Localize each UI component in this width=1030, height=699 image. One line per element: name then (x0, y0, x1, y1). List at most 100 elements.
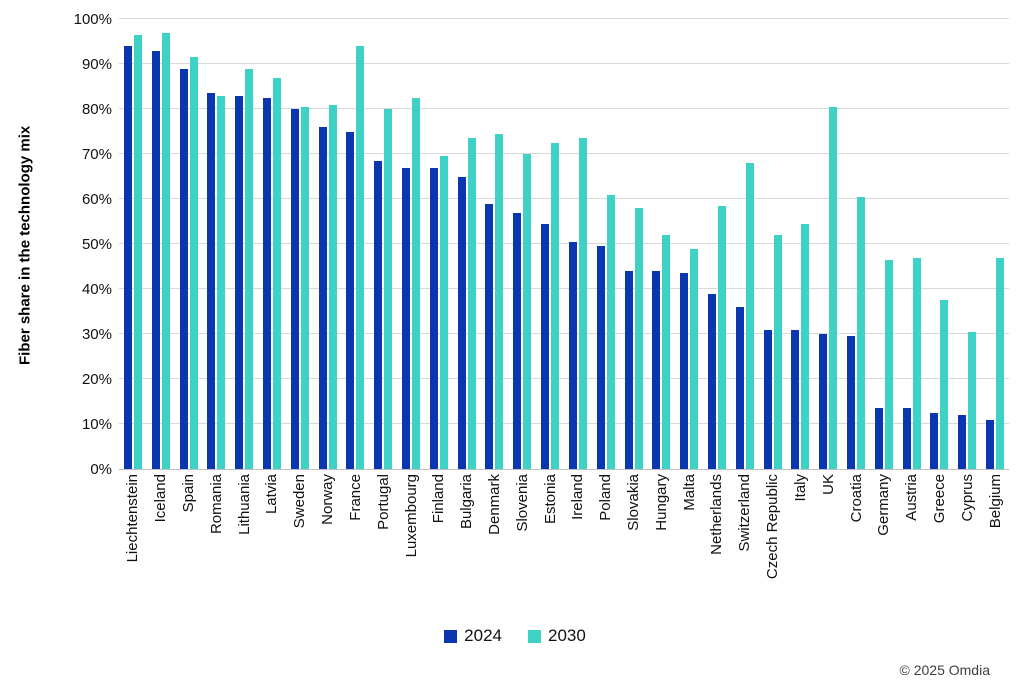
x-tick-label: Netherlands (708, 474, 726, 555)
x-tick-label: Romania (207, 474, 225, 535)
x-tick-label: Poland (597, 474, 615, 521)
bar-group (926, 20, 954, 469)
bar-2030 (328, 104, 337, 469)
bar-2030 (745, 163, 754, 469)
bar-2030 (829, 106, 838, 469)
legend-item-2030: 2030 (528, 626, 586, 646)
bar-2024 (958, 415, 967, 469)
bar-group (286, 20, 314, 469)
y-tick-label: 50% (81, 236, 112, 253)
bar-group (731, 20, 759, 469)
x-tick-label: Sweden (291, 474, 309, 529)
bar-2024 (485, 203, 494, 469)
bar-group (647, 20, 675, 469)
bar-2030 (523, 154, 532, 469)
bar-group (703, 20, 731, 469)
bar-2024 (235, 95, 244, 469)
x-tick-label: Bulgaria (458, 474, 476, 530)
bar-2024 (123, 46, 132, 469)
bar-2030 (912, 257, 921, 469)
x-label-cell: Norway (314, 474, 342, 620)
y-tick-label: 0% (90, 461, 112, 478)
bar-2024 (429, 167, 438, 469)
bar-2024 (346, 131, 355, 469)
bar-group (953, 20, 981, 469)
h-gridline (119, 18, 1009, 19)
bar-group (592, 20, 620, 469)
bar-2024 (596, 246, 605, 469)
bar-2024 (930, 412, 939, 469)
x-label-cell: Slovenia (508, 474, 536, 620)
bar-2024 (874, 408, 883, 469)
bar-2024 (179, 68, 188, 469)
x-label-cell: Denmark (481, 474, 509, 620)
bar-group (564, 20, 592, 469)
h-gridline (119, 423, 1009, 424)
x-tick-label: Greece (930, 474, 948, 524)
bar-group (842, 20, 870, 469)
bar-2024 (318, 127, 327, 469)
y-axis-title: Fiber share in the technology mix (16, 125, 34, 365)
bar-2030 (634, 208, 643, 469)
x-tick-label: Slovenia (513, 474, 531, 532)
x-tick-label: Iceland (152, 474, 170, 523)
x-tick-label: Estonia (541, 474, 559, 525)
plot-area (119, 18, 1009, 470)
bar-2030 (300, 106, 309, 469)
x-label-cell: Belgium (981, 474, 1009, 620)
bar-2024 (707, 293, 716, 469)
bar-2030 (245, 68, 254, 469)
x-label-cell: Sweden (286, 474, 314, 620)
x-label-cell: Finland (425, 474, 453, 620)
x-tick-label: Croatia (847, 474, 865, 523)
bar-2024 (374, 160, 383, 469)
x-label-cell: Bulgaria (453, 474, 481, 620)
x-tick-label: France (346, 474, 364, 521)
y-tick-label: 100% (73, 11, 112, 28)
bar-2030 (996, 257, 1005, 469)
x-tick-label: Liechtenstein (124, 474, 142, 563)
bar-2030 (801, 223, 810, 469)
bar-2030 (189, 57, 198, 469)
x-tick-label: Portugal (374, 474, 392, 530)
h-gridline (119, 243, 1009, 244)
x-label-cell: Liechtenstein (119, 474, 147, 620)
y-tick-label: 90% (81, 56, 112, 73)
x-tick-label: Switzerland (736, 474, 754, 552)
bar-group (175, 20, 203, 469)
h-gridline (119, 198, 1009, 199)
bar-group (481, 20, 509, 469)
x-label-cell: Greece (926, 474, 954, 620)
bar-2024 (513, 212, 522, 469)
y-tick-label: 20% (81, 371, 112, 388)
legend-label: 2030 (548, 626, 586, 645)
x-label-cell: Portugal (369, 474, 397, 620)
bar-group (258, 20, 286, 469)
bar-2030 (384, 109, 393, 469)
bar-group (202, 20, 230, 469)
y-tick-label: 80% (81, 101, 112, 118)
h-gridline (119, 333, 1009, 334)
x-tick-label: Spain (180, 474, 198, 513)
bar-2024 (457, 176, 466, 469)
x-tick-label: Cyprus (958, 474, 976, 522)
legend-label: 2024 (464, 626, 502, 645)
bar-2024 (290, 109, 299, 469)
x-tick-label: Finland (430, 474, 448, 524)
bar-2024 (624, 271, 633, 469)
bar-2024 (791, 329, 800, 469)
h-gridline (119, 63, 1009, 64)
bar-group (759, 20, 787, 469)
bar-2030 (217, 95, 226, 469)
bar-2030 (551, 142, 560, 469)
x-tick-label: Italy (791, 474, 809, 502)
h-gridline (119, 108, 1009, 109)
x-tick-label: Austria (903, 474, 921, 521)
bar-2030 (439, 156, 448, 469)
x-tick-label: Slovakia (625, 474, 643, 531)
y-axis-tick-labels: 0% 10% 20% 30% 40% 50% 60% 70% 80% 90% 100% (42, 11, 112, 478)
bar-2024 (151, 50, 160, 469)
bar-2030 (717, 205, 726, 469)
bar-2024 (763, 329, 772, 469)
